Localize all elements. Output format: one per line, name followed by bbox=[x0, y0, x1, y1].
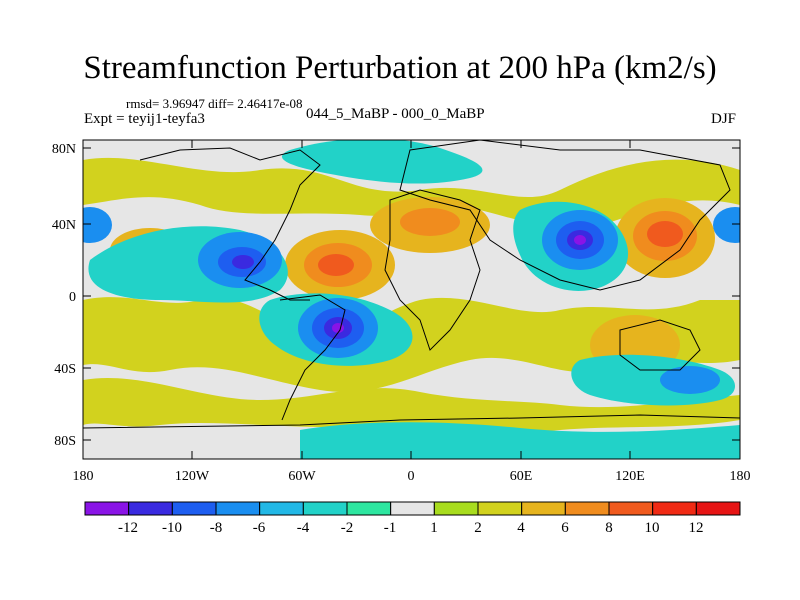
colorbar-swatch bbox=[302, 501, 348, 516]
colorbar-label: 1 bbox=[430, 520, 438, 536]
season-label: DJF bbox=[711, 111, 737, 127]
colorbar-label: -6 bbox=[253, 520, 266, 536]
south-america-outline bbox=[279, 294, 346, 421]
cool-blob-sa bbox=[332, 323, 344, 333]
colorbar-swatch bbox=[128, 501, 173, 516]
colorbar-swatch bbox=[652, 501, 697, 516]
case-label: 044_5_MaBP - 000_0_MaBP bbox=[306, 106, 485, 122]
colorbar-label: 4 bbox=[517, 520, 525, 536]
colorbar-swatch bbox=[695, 501, 741, 516]
colorbar-swatch bbox=[215, 501, 261, 516]
y-tick-label: 80S bbox=[54, 434, 76, 449]
australia-outline bbox=[619, 319, 701, 371]
colorbar-label: -1 bbox=[384, 520, 397, 536]
colorbar-label: -12 bbox=[118, 520, 138, 536]
cool-band-arctic bbox=[282, 140, 483, 184]
colorbar-swatch bbox=[346, 501, 392, 516]
x-tick-label: 60W bbox=[288, 469, 316, 484]
colorbar-swatch bbox=[84, 501, 130, 516]
colorbar-labels: -12 -10 -8 -6 -4 -2 -1 1 2 4 6 8 10 12 bbox=[118, 520, 704, 536]
continent-outlines bbox=[83, 140, 740, 429]
colorbar-label: -8 bbox=[210, 520, 223, 536]
y-tick-label: 0 bbox=[69, 290, 76, 305]
colorbar-label: -10 bbox=[162, 520, 182, 536]
eurasia-outline bbox=[399, 140, 731, 291]
y-tick-label: 40N bbox=[52, 218, 76, 233]
x-tick-label: 60E bbox=[510, 469, 533, 484]
colorbar-label: -4 bbox=[297, 520, 310, 536]
colorbar-label: 12 bbox=[689, 520, 704, 536]
cool-blob-dateline bbox=[83, 207, 112, 243]
experiment-label: Expt = teyij1-teyfa3 bbox=[84, 111, 205, 127]
colorbar-swatch bbox=[259, 501, 304, 516]
warm-blob-arabia bbox=[400, 208, 460, 236]
colorbar-label: 6 bbox=[561, 520, 569, 536]
colorbar-label: 8 bbox=[605, 520, 613, 536]
colorbar-label: 10 bbox=[645, 520, 660, 536]
cool-blob-southindian bbox=[660, 366, 720, 394]
colorbar-swatch bbox=[433, 501, 479, 516]
contour-field bbox=[83, 140, 740, 459]
x-tick-label: 180 bbox=[730, 469, 751, 484]
axis-ticks bbox=[82, 140, 741, 459]
y-tick-label: 40S bbox=[54, 362, 76, 377]
x-tick-label: 180 bbox=[73, 469, 94, 484]
colorbar-swatch bbox=[390, 501, 435, 516]
warm-band-south bbox=[83, 377, 740, 432]
colorbar bbox=[84, 501, 741, 516]
colorbar-swatch bbox=[171, 501, 217, 516]
africa-outline bbox=[384, 189, 481, 351]
north-america-outline bbox=[139, 147, 321, 301]
colorbar-label: 2 bbox=[474, 520, 482, 536]
colorbar-label: -2 bbox=[341, 520, 354, 536]
x-tick-label: 0 bbox=[408, 469, 415, 484]
colorbar-swatch bbox=[477, 501, 523, 516]
warm-blob-atlantic bbox=[318, 254, 354, 276]
warm-blob-japan bbox=[647, 221, 683, 247]
rmsd-stats: rmsd= 3.96947 diff= 2.46417e-08 bbox=[126, 96, 303, 111]
colorbar-swatch bbox=[608, 501, 654, 516]
cool-band-antarctic bbox=[300, 422, 740, 459]
cool-blob-asia bbox=[574, 235, 586, 245]
y-tick-label: 80N bbox=[52, 142, 76, 157]
cool-blob-dateline bbox=[713, 207, 740, 243]
colorbar-swatch bbox=[521, 501, 566, 516]
x-tick-label: 120W bbox=[175, 469, 210, 484]
antarctica-outline bbox=[83, 414, 740, 429]
map-title: Streamfunction Perturbation at 200 hPa (… bbox=[83, 50, 717, 86]
cool-blob-na bbox=[232, 255, 254, 269]
x-tick-label: 120E bbox=[615, 469, 645, 484]
colorbar-swatch bbox=[564, 501, 610, 516]
